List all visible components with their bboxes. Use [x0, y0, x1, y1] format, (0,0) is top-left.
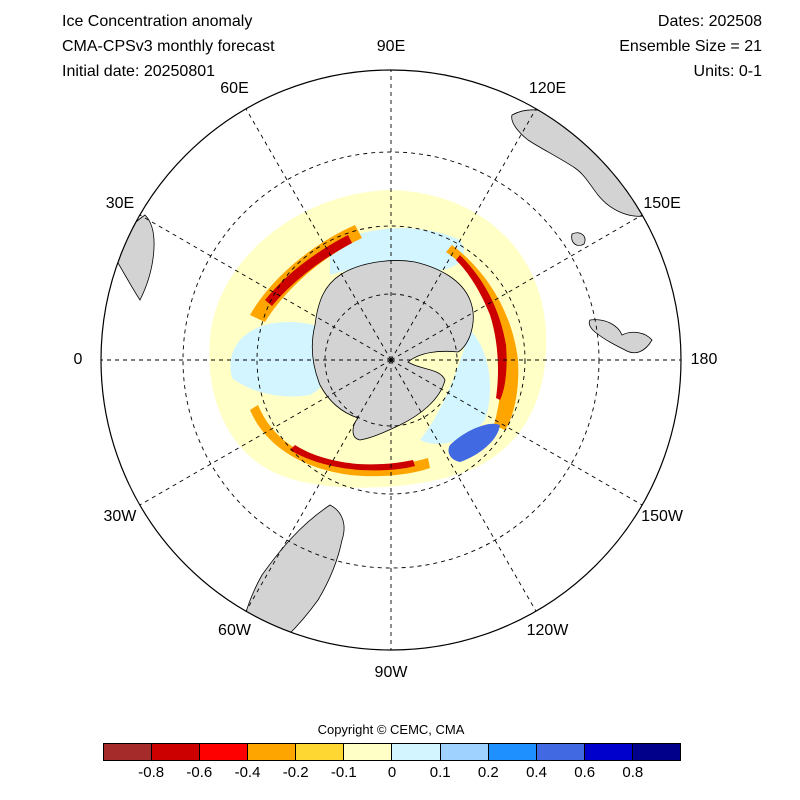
- longitude-label-150E: 150E: [643, 194, 681, 212]
- map-border: [100, 69, 682, 651]
- anomaly-light-blue-west: [230, 321, 334, 397]
- longitude-label-90W: 90W: [374, 664, 408, 681]
- colorbar: [103, 743, 681, 761]
- map-content: [109, 109, 653, 650]
- tasmania: [571, 232, 586, 246]
- anomaly-band-south-core: [290, 445, 415, 471]
- colorbar-swatch: [152, 744, 201, 760]
- meridian-150W: [390, 359, 643, 506]
- anomaly-blue-patch: [448, 423, 500, 462]
- model-subtitle: CMA-CPSv3 monthly forecast: [62, 38, 275, 55]
- colorbar-swatch: [584, 744, 633, 760]
- meridian-120W: [390, 359, 537, 612]
- meridian-30W: [139, 359, 392, 506]
- longitude-label-120W: 120W: [526, 622, 569, 640]
- colorbar-tick-label: -0.8: [138, 764, 165, 781]
- dates-label: Dates: 202508: [657, 13, 762, 30]
- anomaly-band-northwest-core: [265, 235, 352, 306]
- meridian-lines: [101, 70, 681, 650]
- meridian-120E: [390, 108, 537, 361]
- longitude-label-30W: 30W: [103, 507, 137, 525]
- colorbar-swatch: [440, 744, 489, 760]
- longitude-label-60W: 60W: [218, 622, 251, 640]
- map-title: Ice Concentration anomaly: [62, 13, 253, 30]
- antarctica: [311, 260, 474, 441]
- colorbar-tick-label: 0.6: [574, 764, 596, 781]
- colorbar-tick-label: 0.2: [477, 764, 499, 781]
- meridian-60W: [245, 359, 392, 612]
- meridian-30E: [139, 214, 392, 361]
- colorbar-swatch: [248, 744, 297, 760]
- initial-date-label: Initial date: 20250801: [62, 63, 216, 80]
- colorbar-tick-label: 0: [387, 764, 397, 781]
- colorbar-swatch: [392, 744, 441, 760]
- longitude-label-60E: 60E: [220, 79, 249, 97]
- colorbar-tick-label: 0.1: [429, 764, 451, 781]
- anomaly-light-blue-north: [330, 228, 464, 275]
- colorbar-tick-label: -0.6: [186, 764, 213, 781]
- new-zealand: [588, 319, 653, 354]
- longitude-label-120E: 120E: [528, 79, 567, 97]
- colorbar-tick-label: -0.1: [330, 764, 357, 781]
- longitude-label-150W: 150W: [641, 507, 683, 525]
- colorbar-swatch: [344, 744, 393, 760]
- colorbar-tick-label: -0.4: [234, 764, 261, 781]
- longitude-label-30E: 30E: [105, 194, 135, 212]
- longitude-label-180: 180: [690, 351, 718, 368]
- latitude-circle-middle: [256, 225, 526, 495]
- longitude-label-90E: 90E: [376, 38, 406, 55]
- colorbar-swatch: [200, 744, 249, 760]
- colorbar-tick-label: 0.4: [526, 764, 547, 781]
- colorbar-swatch: [632, 744, 680, 760]
- colorbar-tick-label: -0.2: [282, 764, 309, 781]
- colorbar-swatch: [536, 744, 585, 760]
- anomaly-band-south: [250, 405, 430, 477]
- colorbar-swatch: [296, 744, 345, 760]
- copyright-text: Copyright © CEMC, CMA: [317, 722, 465, 737]
- anomaly-band-east-core: [456, 255, 507, 400]
- ensemble-size-label: Ensemble Size = 21: [619, 38, 762, 55]
- anomaly-light-blue-east: [420, 330, 490, 444]
- units-label: Units: 0-1: [693, 63, 762, 80]
- meridian-60E: [245, 108, 392, 361]
- colorbar-swatch: [104, 744, 153, 760]
- longitude-label-0: 0: [73, 351, 83, 368]
- meridian-150E: [390, 214, 643, 361]
- colorbar-swatch: [488, 744, 537, 760]
- colorbar-tick-label: 0.8: [622, 764, 644, 781]
